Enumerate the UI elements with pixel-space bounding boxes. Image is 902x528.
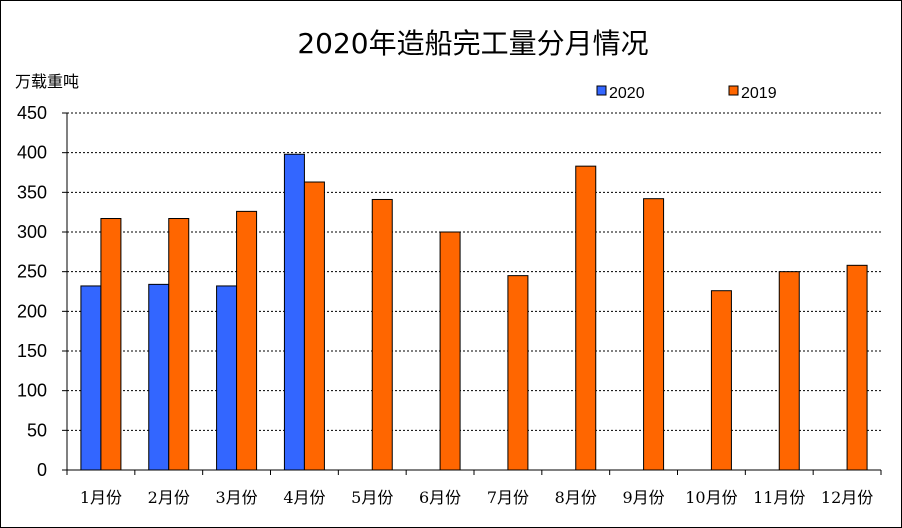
bar-2019-8 xyxy=(575,165,597,471)
bar-2019-7 xyxy=(507,275,529,471)
x-category-label: 11月份 xyxy=(753,488,805,507)
x-category-label: 3月份 xyxy=(215,488,257,507)
x-category-label: 10月份 xyxy=(685,488,737,507)
legend-swatch-2020 xyxy=(596,85,607,96)
chart-legend: 2020 2019 xyxy=(596,85,777,102)
x-category-label: 12月份 xyxy=(821,488,873,507)
bar-2019-9 xyxy=(643,198,665,471)
y-tick-label: 300 xyxy=(17,222,47,242)
y-tick-label: 100 xyxy=(17,381,47,401)
bar-2019-4 xyxy=(303,181,325,471)
y-axis-ticks: 0 50 100 150 200 250 300 350 400 450 xyxy=(17,103,67,480)
x-category-label: 4月份 xyxy=(283,488,325,507)
bar-2019-6 xyxy=(439,231,461,471)
y-tick-label: 450 xyxy=(17,103,47,123)
bar-2019-2 xyxy=(168,218,190,471)
x-axis-labels: 1月份 2月份 3月份 4月份 5月份 6月份 7月份 8月份 9月份 10月份 11月份 12月份 xyxy=(80,488,873,507)
y-tick-label: 0 xyxy=(37,460,47,480)
bar-2019-12 xyxy=(846,264,868,471)
chart-title: 2020年造船完工量分月情况 xyxy=(297,27,648,60)
bar-2019-10 xyxy=(710,290,732,471)
bar-2020-3 xyxy=(216,285,238,471)
legend-swatch-2019 xyxy=(728,85,739,96)
y-axis-unit-label: 万载重吨 xyxy=(15,72,79,91)
y-tick-label: 200 xyxy=(17,301,47,321)
bar-2020-2 xyxy=(148,283,170,471)
y-tick-label: 350 xyxy=(17,182,47,202)
x-category-label: 8月份 xyxy=(555,488,597,507)
y-tick-label: 150 xyxy=(17,341,47,361)
x-category-label: 9月份 xyxy=(622,488,664,507)
bars xyxy=(80,153,868,471)
bar-2020-1 xyxy=(80,285,102,471)
legend-label-2019: 2019 xyxy=(741,85,777,102)
bar-2019-1 xyxy=(100,218,122,471)
legend-label-2020: 2020 xyxy=(609,85,645,102)
x-category-label: 5月份 xyxy=(351,488,393,507)
bar-2019-5 xyxy=(371,198,393,471)
bar-2020-4 xyxy=(283,153,305,471)
y-tick-label: 50 xyxy=(27,420,47,440)
x-category-label: 7月份 xyxy=(487,488,529,507)
axes xyxy=(66,113,882,475)
x-category-label: 6月份 xyxy=(419,488,461,507)
x-category-label: 1月份 xyxy=(80,488,122,507)
bar-2019-11 xyxy=(778,271,800,471)
y-tick-label: 400 xyxy=(17,143,47,163)
x-category-label: 2月份 xyxy=(148,488,190,507)
y-tick-label: 250 xyxy=(17,262,47,282)
bar-2019-3 xyxy=(236,210,258,471)
